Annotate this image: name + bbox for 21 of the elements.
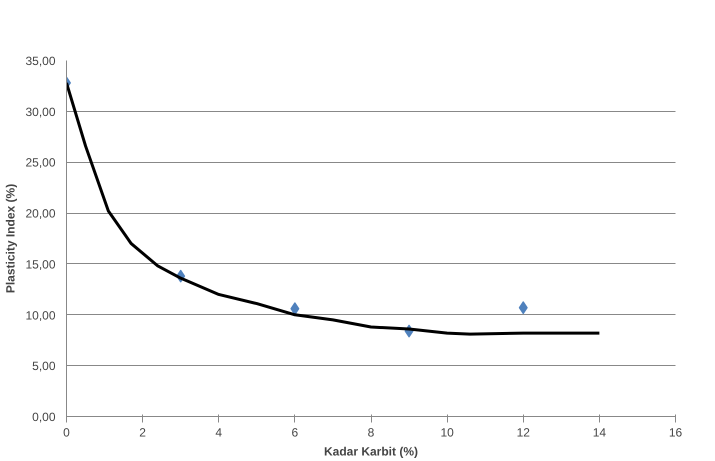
y-tick-label: 25,00 xyxy=(25,156,56,170)
x-tick-label: 0 xyxy=(63,426,70,440)
x-tick-label: 12 xyxy=(516,426,530,440)
point xyxy=(518,301,528,314)
y-tick-label: 10,00 xyxy=(25,308,56,322)
x-tick-label: 8 xyxy=(368,426,375,440)
point xyxy=(290,302,300,316)
x-tick-label: 16 xyxy=(668,426,682,440)
y-tick-label: 15,00 xyxy=(25,257,56,272)
x-axis-title: Kadar Karbit (%) xyxy=(324,444,418,458)
y-tick-label: 30,00 xyxy=(25,104,56,119)
y-tick-label: 0,00 xyxy=(32,410,56,424)
x-tick-label: 14 xyxy=(592,426,606,440)
x-tick-label: 4 xyxy=(215,426,222,440)
y-tick-label: 5,00 xyxy=(32,359,56,374)
y-tick-label: 20,00 xyxy=(25,206,56,221)
x-tick-label: 6 xyxy=(292,426,299,440)
y-axis-title: Plasticity Index (%) xyxy=(3,184,18,294)
x-tick-label: 10 xyxy=(440,426,454,440)
x-tick-label: 2 xyxy=(139,426,146,440)
y-tick-label: 35,00 xyxy=(25,54,56,68)
